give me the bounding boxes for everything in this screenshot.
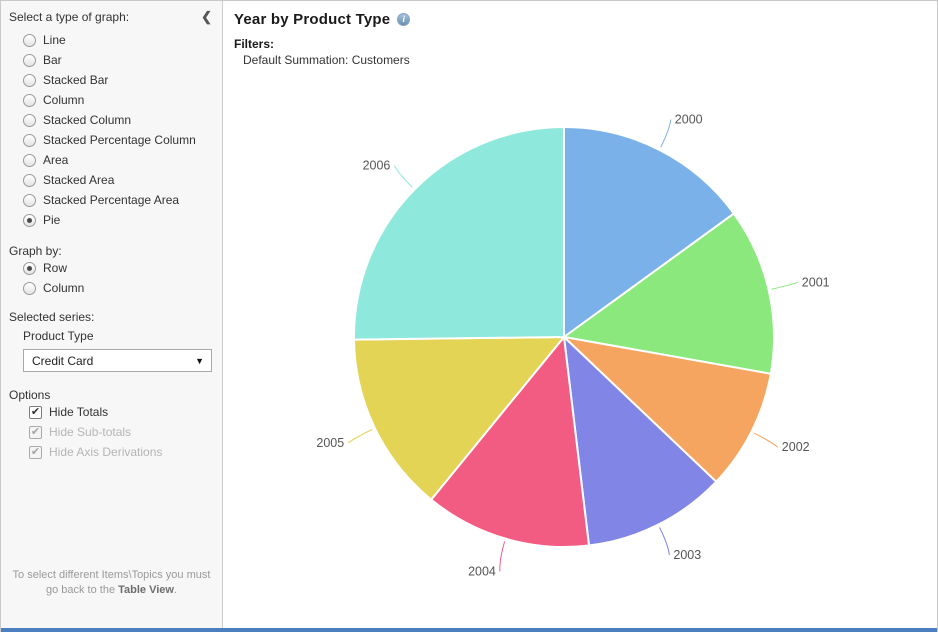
pie-slice-2002[interactable] <box>563 336 772 483</box>
series-select[interactable]: Credit Card ▼ <box>23 349 212 372</box>
filters-label: Filters: <box>234 37 275 51</box>
pie-slice-2006[interactable] <box>352 126 565 341</box>
graph-by-radio-group: Row Column <box>1 258 222 298</box>
radio-icon[interactable] <box>23 193 36 207</box>
page-title: Year by Product Type <box>234 11 391 28</box>
radio-icon[interactable] <box>23 281 36 295</box>
selected-series-label: Selected series: <box>9 310 95 324</box>
pie-slice-2003[interactable] <box>563 336 718 547</box>
table-view-link[interactable]: Table View <box>118 584 174 596</box>
pie-slice-2001[interactable] <box>563 212 776 375</box>
graph-type-bar[interactable]: Bar <box>1 50 222 70</box>
graph-settings-sidebar: Select a type of graph: ❮ Line Bar Stacked… <box>1 1 223 628</box>
footer-note-line2: go back to the <box>45 584 119 596</box>
radio-icon[interactable] <box>23 33 36 47</box>
radio-icon[interactable] <box>23 173 36 187</box>
series-select-value: Credit Card <box>32 353 94 368</box>
radio-label: Pie <box>43 213 61 227</box>
option-hide-axis-derivations: ✔ Hide Axis Derivations <box>1 442 222 462</box>
radio-icon[interactable] <box>23 93 36 107</box>
pie-leader-2005 <box>347 429 373 444</box>
radio-icon[interactable] <box>23 73 36 87</box>
radio-label: Stacked Percentage Area <box>43 193 180 207</box>
collapse-sidebar-icon[interactable]: ❮ <box>201 9 212 24</box>
graph-type-pie[interactable]: Pie <box>1 210 222 230</box>
radio-icon[interactable] <box>23 153 36 167</box>
option-hide-sub-totals: ✔ Hide Sub-totals <box>1 422 222 442</box>
radio-label: Stacked Area <box>43 173 115 187</box>
radio-label: Bar <box>43 53 62 67</box>
checkbox-icon: ✔ <box>29 445 42 459</box>
pie-label-2006: 2006 <box>363 159 391 173</box>
graph-by-label: Graph by: <box>9 244 62 258</box>
checkbox-label: Hide Axis Derivations <box>49 445 163 459</box>
graph-type-stacked-percentage-area[interactable]: Stacked Percentage Area <box>1 190 222 210</box>
pie-label-2002: 2002 <box>782 440 810 454</box>
graph-by-column[interactable]: Column <box>1 278 222 298</box>
pie-label-2004: 2004 <box>468 564 496 578</box>
graph-by-row[interactable]: Row <box>1 258 222 278</box>
sidebar-header: Select a type of graph: ❮ <box>1 1 222 30</box>
graph-type-line[interactable]: Line <box>1 30 222 50</box>
pie-slice-2004[interactable] <box>430 336 590 548</box>
pie-leader-2002 <box>753 432 779 448</box>
options-label: Options <box>9 388 51 402</box>
graph-type-stacked-bar[interactable]: Stacked Bar <box>1 70 222 90</box>
checkbox-icon: ✔ <box>29 425 42 439</box>
graph-type-section-label: Select a type of graph: <box>9 10 130 24</box>
graph-type-stacked-area[interactable]: Stacked Area <box>1 170 222 190</box>
radio-label: Row <box>43 261 68 275</box>
radio-label: Stacked Column <box>43 113 132 127</box>
pie-slice-2005[interactable] <box>353 336 565 501</box>
radio-label: Column <box>43 281 85 295</box>
radio-label: Stacked Percentage Column <box>43 133 196 147</box>
footer-note-line1: To select different Items\Topics you mus… <box>12 569 211 581</box>
pie-label-2005: 2005 <box>316 436 344 450</box>
radio-icon[interactable] <box>23 133 36 147</box>
pie-leader-2006 <box>393 165 413 188</box>
radio-label: Area <box>43 153 69 167</box>
pie-leader-2003 <box>659 527 670 556</box>
filters-block: Filters: Default Summation: Customers <box>234 37 937 67</box>
graph-type-stacked-column[interactable]: Stacked Column <box>1 110 222 130</box>
chart-panel: Year by Product Type i Filters: Default … <box>224 1 937 628</box>
radio-label: Column <box>43 93 85 107</box>
pie-leader-2000 <box>660 119 672 148</box>
dropdown-arrow-icon: ▼ <box>195 355 204 366</box>
radio-label: Line <box>43 33 66 47</box>
radio-icon[interactable] <box>23 113 36 127</box>
radio-label: Stacked Bar <box>43 73 109 87</box>
graph-type-column[interactable]: Column <box>1 90 222 110</box>
footer-note: To select different Items\Topics you mus… <box>1 568 222 598</box>
footer-note-period: . <box>173 584 178 596</box>
pie-leader-2001 <box>771 281 798 290</box>
graph-type-radio-group: Line Bar Stacked Bar Column Stacked Column St… <box>1 30 222 230</box>
checkbox-label: Hide Totals <box>49 405 109 419</box>
filters-value: Default Summation: Customers <box>243 53 410 67</box>
option-hide-totals[interactable]: ✔ Hide Totals <box>1 402 222 422</box>
pie-label-2001: 2001 <box>802 275 830 289</box>
title-row: Year by Product Type i <box>224 1 937 28</box>
checkbox-label: Hide Sub-totals <box>49 425 132 439</box>
graph-type-stacked-percentage-column[interactable]: Stacked Percentage Column <box>1 130 222 150</box>
options-checkbox-group: ✔ Hide Totals ✔ Hide Sub-totals ✔ Hide Axis D… <box>1 402 222 462</box>
pie-label-2000: 2000 <box>675 113 703 127</box>
series-name-label: Product Type <box>23 329 94 343</box>
pie-chart[interactable]: 2000 2001 2002 2003 2004 2005 2006 <box>224 1 938 629</box>
radio-icon[interactable] <box>23 213 36 227</box>
bottom-accent-bar <box>1 628 937 632</box>
pie-leader-2004 <box>499 541 506 572</box>
radio-icon[interactable] <box>23 53 36 67</box>
checkbox-icon[interactable]: ✔ <box>29 405 42 419</box>
pie-slice-2000[interactable] <box>563 126 735 338</box>
info-icon[interactable]: i <box>397 13 411 26</box>
radio-icon[interactable] <box>23 261 36 275</box>
graph-type-area[interactable]: Area <box>1 150 222 170</box>
pie-label-2003: 2003 <box>673 548 701 562</box>
